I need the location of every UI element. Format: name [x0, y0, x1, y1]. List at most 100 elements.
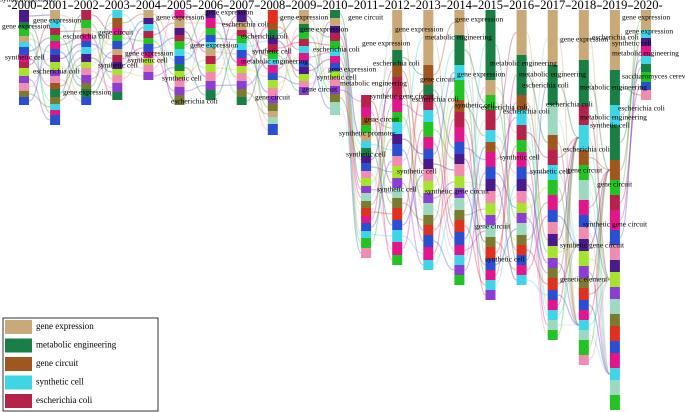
flow: [619, 41, 642, 171]
keyword-label: gene expression: [455, 15, 503, 24]
segment: [298, 67, 309, 74]
flow: [28, 78, 51, 121]
flow: [59, 23, 82, 73]
flow: [339, 28, 362, 138]
segment: [112, 41, 123, 49]
segment: [81, 62, 92, 68]
flow: [557, 136, 580, 274]
segment: [547, 320, 558, 330]
segment: [330, 102, 340, 115]
segment: [50, 104, 61, 110]
segment: [578, 125, 589, 150]
segment: [174, 64, 185, 71]
segment: [423, 235, 434, 247]
flow: [494, 145, 518, 254]
keyword-label: synthetic cell: [317, 73, 357, 82]
flow: [433, 49, 455, 117]
segment: [516, 110, 527, 125]
flow: [401, 174, 424, 226]
flow: [59, 78, 82, 102]
flow: [433, 128, 455, 160]
keyword-label: escherichia coli: [592, 33, 639, 42]
flow: [433, 192, 455, 231]
keyword-label: synthetic cell: [590, 121, 630, 130]
flow: [153, 66, 175, 77]
flow: [432, 36, 455, 216]
year-label: -2014-: [443, 0, 476, 12]
flow: [371, 233, 393, 237]
segment: [361, 171, 372, 178]
year-label: -2008-: [256, 0, 289, 12]
segment: [392, 166, 403, 178]
flow: [557, 244, 579, 253]
flow: [370, 173, 393, 250]
segment: [19, 91, 29, 97]
keyword-label: gene expression: [156, 13, 204, 22]
flow: [557, 36, 580, 326]
flow: [463, 133, 487, 296]
flow: [588, 189, 611, 375]
segment: [174, 28, 185, 35]
segment: [330, 26, 340, 33]
segment: [392, 122, 403, 134]
segment: [485, 10, 496, 80]
segment: [516, 191, 527, 203]
flow: [308, 16, 331, 83]
segment: [81, 34, 92, 41]
flow: [153, 20, 175, 101]
keyword-label: escherichia coli: [373, 59, 420, 68]
keyword-label: metabolic engineering: [519, 70, 586, 79]
flow: [371, 211, 393, 215]
flow: [91, 57, 113, 73]
segment: [392, 198, 403, 208]
flow: [494, 101, 518, 219]
flow: [215, 67, 237, 71]
segment: [423, 122, 434, 137]
segment: [516, 223, 527, 235]
flow: [370, 56, 393, 138]
flow: [464, 181, 486, 186]
keyword-label: gene circuit: [567, 166, 603, 175]
flow: [308, 48, 331, 99]
segment: [19, 10, 29, 22]
segment: [454, 245, 465, 255]
segment: [641, 64, 651, 72]
flow: [28, 24, 51, 67]
flow: [184, 37, 206, 61]
flow: [588, 171, 611, 281]
segment: [361, 117, 372, 125]
legend-swatch: [5, 338, 32, 353]
segment: [454, 80, 465, 100]
flow: [588, 278, 610, 295]
flow: [277, 40, 300, 72]
flow: [432, 174, 455, 251]
segment: [609, 180, 620, 195]
flow: [588, 271, 611, 375]
flow: [401, 149, 424, 231]
keyword-label: gene expression: [625, 27, 673, 36]
segment: [547, 290, 558, 300]
year-label: -2018-: [567, 0, 600, 12]
flow: [60, 14, 82, 25]
flow: [370, 100, 393, 184]
labels: gene expression synthetic cell gene expres…: [0, 0, 685, 284]
flow: [463, 89, 487, 276]
segment: [330, 71, 340, 78]
flow: [464, 86, 486, 171]
segment: [236, 97, 247, 105]
flow: [122, 71, 144, 77]
segment: [50, 49, 61, 55]
flow: [495, 208, 517, 241]
flow: [526, 74, 549, 144]
segment: [392, 77, 403, 97]
segment: [50, 28, 61, 35]
keyword-label: synthetic gene circuit: [583, 220, 648, 229]
flow: [59, 64, 82, 102]
segment: [81, 28, 92, 34]
segment: [454, 198, 465, 210]
flow: [464, 225, 486, 286]
flow: [588, 169, 611, 349]
flow: [91, 70, 113, 89]
keyword-label: synthetic cell: [252, 47, 292, 56]
segment: [578, 239, 589, 251]
